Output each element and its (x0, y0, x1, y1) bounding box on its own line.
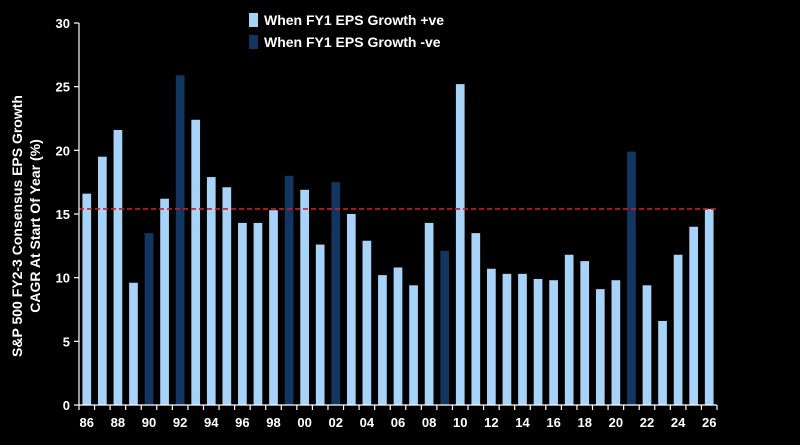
bar-20 (611, 280, 621, 405)
bar-16 (549, 280, 558, 405)
bar-88 (113, 129, 123, 405)
x-tick-label-04: 04 (360, 415, 375, 430)
y-tick-label: 10 (56, 271, 70, 286)
bar-86 (82, 193, 92, 405)
bar-11 (471, 233, 481, 405)
bar-87 (97, 156, 107, 405)
bar-13 (502, 273, 512, 405)
x-tick-label-88: 88 (111, 415, 125, 430)
x-tick-label-18: 18 (577, 415, 591, 430)
x-tick-label-08: 08 (422, 415, 436, 430)
y-ticks: 0 5 10 15 20 25 30 (56, 16, 79, 413)
x-tick-label-14: 14 (515, 415, 530, 430)
legend-label-negative: When FY1 EPS Growth -ve (264, 34, 441, 50)
x-tick-label-90: 90 (142, 415, 156, 430)
x-tick-label-16: 16 (546, 415, 560, 430)
bar-91 (160, 198, 169, 405)
bar-00 (300, 189, 309, 405)
bar-95 (222, 187, 232, 405)
bar-97 (253, 222, 263, 405)
x-tick-label-22: 22 (640, 415, 654, 430)
bar-23 (658, 320, 667, 405)
legend-swatch-positive (249, 13, 258, 27)
bar-96 (238, 222, 247, 405)
bar-99 (284, 175, 294, 405)
bar-17 (564, 254, 574, 405)
bar-14 (518, 273, 527, 405)
x-tick-label-94: 94 (204, 415, 219, 430)
bar-02 (331, 182, 341, 405)
bar-93 (191, 119, 201, 406)
x-tick-label-10: 10 (453, 415, 467, 430)
y-tick-label: 0 (63, 398, 70, 413)
x-tick-label-26: 26 (702, 415, 716, 430)
bar-26 (704, 208, 714, 405)
legend: When FY1 EPS Growth +ve When FY1 EPS Gro… (249, 12, 444, 50)
y-tick-label: 30 (56, 16, 70, 31)
y-tick-label: 25 (56, 80, 70, 95)
y-tick-label: 20 (56, 143, 70, 158)
x-tick-label-86: 86 (80, 415, 94, 430)
bar-12 (487, 268, 496, 405)
bar-22 (642, 285, 652, 405)
x-tick-label-98: 98 (266, 415, 280, 430)
bar-24 (673, 254, 683, 405)
x-ticks: 86 88 90 92 94 96 98 00 02 04 06 08 10 12 14 16 18 20 22 24… (78, 405, 718, 430)
x-tick-label-02: 02 (329, 415, 343, 430)
legend-label-positive: When FY1 EPS Growth +ve (264, 12, 444, 28)
legend-swatch-negative (249, 35, 258, 49)
x-tick-label-06: 06 (391, 415, 405, 430)
bar-89 (129, 282, 138, 405)
bar-08 (424, 222, 434, 405)
x-tick-label-00: 00 (297, 415, 311, 430)
y-axis-title-line-1: S&P 500 FY2-3 Consensus EPS Growth (9, 95, 25, 357)
bar-06 (393, 267, 403, 405)
y-tick-label: 15 (56, 207, 70, 222)
bar-21 (627, 151, 636, 405)
x-tick-label-96: 96 (235, 415, 249, 430)
y-tick-label: 5 (63, 334, 70, 349)
bar-92 (175, 75, 185, 406)
bar-10 (455, 84, 465, 406)
bar-90 (144, 233, 154, 405)
bar-25 (689, 226, 699, 405)
x-tick-label-20: 20 (609, 415, 623, 430)
bar-04 (362, 240, 372, 405)
y-axis-title-line-2: CAGR At Start Of Year (%) (27, 139, 43, 312)
bar-15 (533, 278, 543, 405)
bar-98 (269, 210, 278, 405)
x-tick-label-24: 24 (671, 415, 686, 430)
bars-layer (82, 75, 714, 406)
y-axis-title: S&P 500 FY2-3 Consensus EPS Growth CAGR … (9, 95, 43, 357)
x-tick-label-92: 92 (173, 415, 187, 430)
bar-07 (409, 285, 418, 405)
x-tick-label-12: 12 (484, 415, 498, 430)
bar-19 (595, 289, 605, 405)
bar-05 (378, 275, 387, 405)
bar-94 (206, 177, 216, 405)
bar-03 (346, 214, 356, 405)
bar-01 (315, 244, 325, 405)
bar-09 (440, 250, 450, 405)
bar-18 (580, 261, 590, 405)
